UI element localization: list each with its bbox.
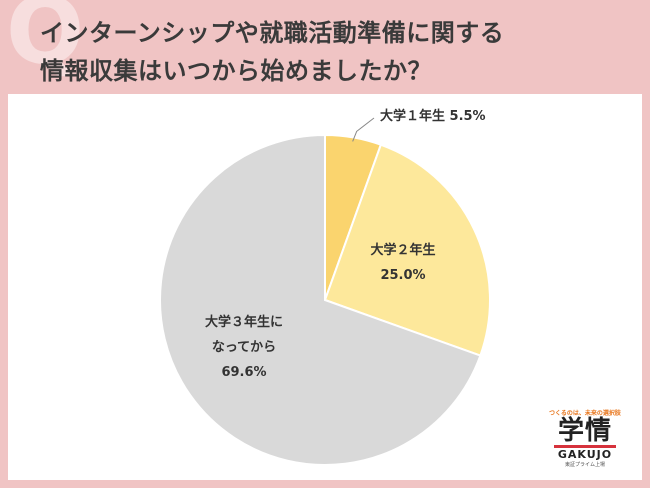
title-line-2: 情報収集はいつから始めましたか？ [40,57,432,85]
slice-label-2: 大学２年生 25.0% [370,242,435,283]
leader-line-slice-1 [352,117,375,142]
logo-tagline: つくるのは、未来の選択肢 [549,410,621,417]
page-title: インターンシップや就職活動準備に関する 情報収集はいつから始めましたか？ [40,14,640,90]
slice-label-3: 大学３年生になってから 69.6% [205,314,283,380]
logo-subtitle: 東証プライム上場 [565,462,605,468]
logo-english: GAKUJO [557,448,613,461]
decorative-q-letter: Q [6,0,85,85]
logo-kanji: 学情 [557,416,612,446]
pie-chart: 大学１年生 5.5% 大学２年生 25.0% 大学３年生になってから 69.6% [159,108,491,466]
pie-slice-2 [323,143,491,357]
gakujo-logo: つくるのは、未来の選択肢 学情 GAKUJO 東証プライム上場 [546,408,624,468]
chart-panel: 大学１年生 5.5% 大学２年生 25.0% 大学３年生になってから 69.6% つくる… [8,94,642,480]
slice-label-1: 大学１年生 5.5% [380,108,486,124]
title-line-1: インターンシップや就職活動準備に関する [40,19,505,47]
logo-red-bar [554,445,616,448]
pie-slice-3 [159,133,482,466]
